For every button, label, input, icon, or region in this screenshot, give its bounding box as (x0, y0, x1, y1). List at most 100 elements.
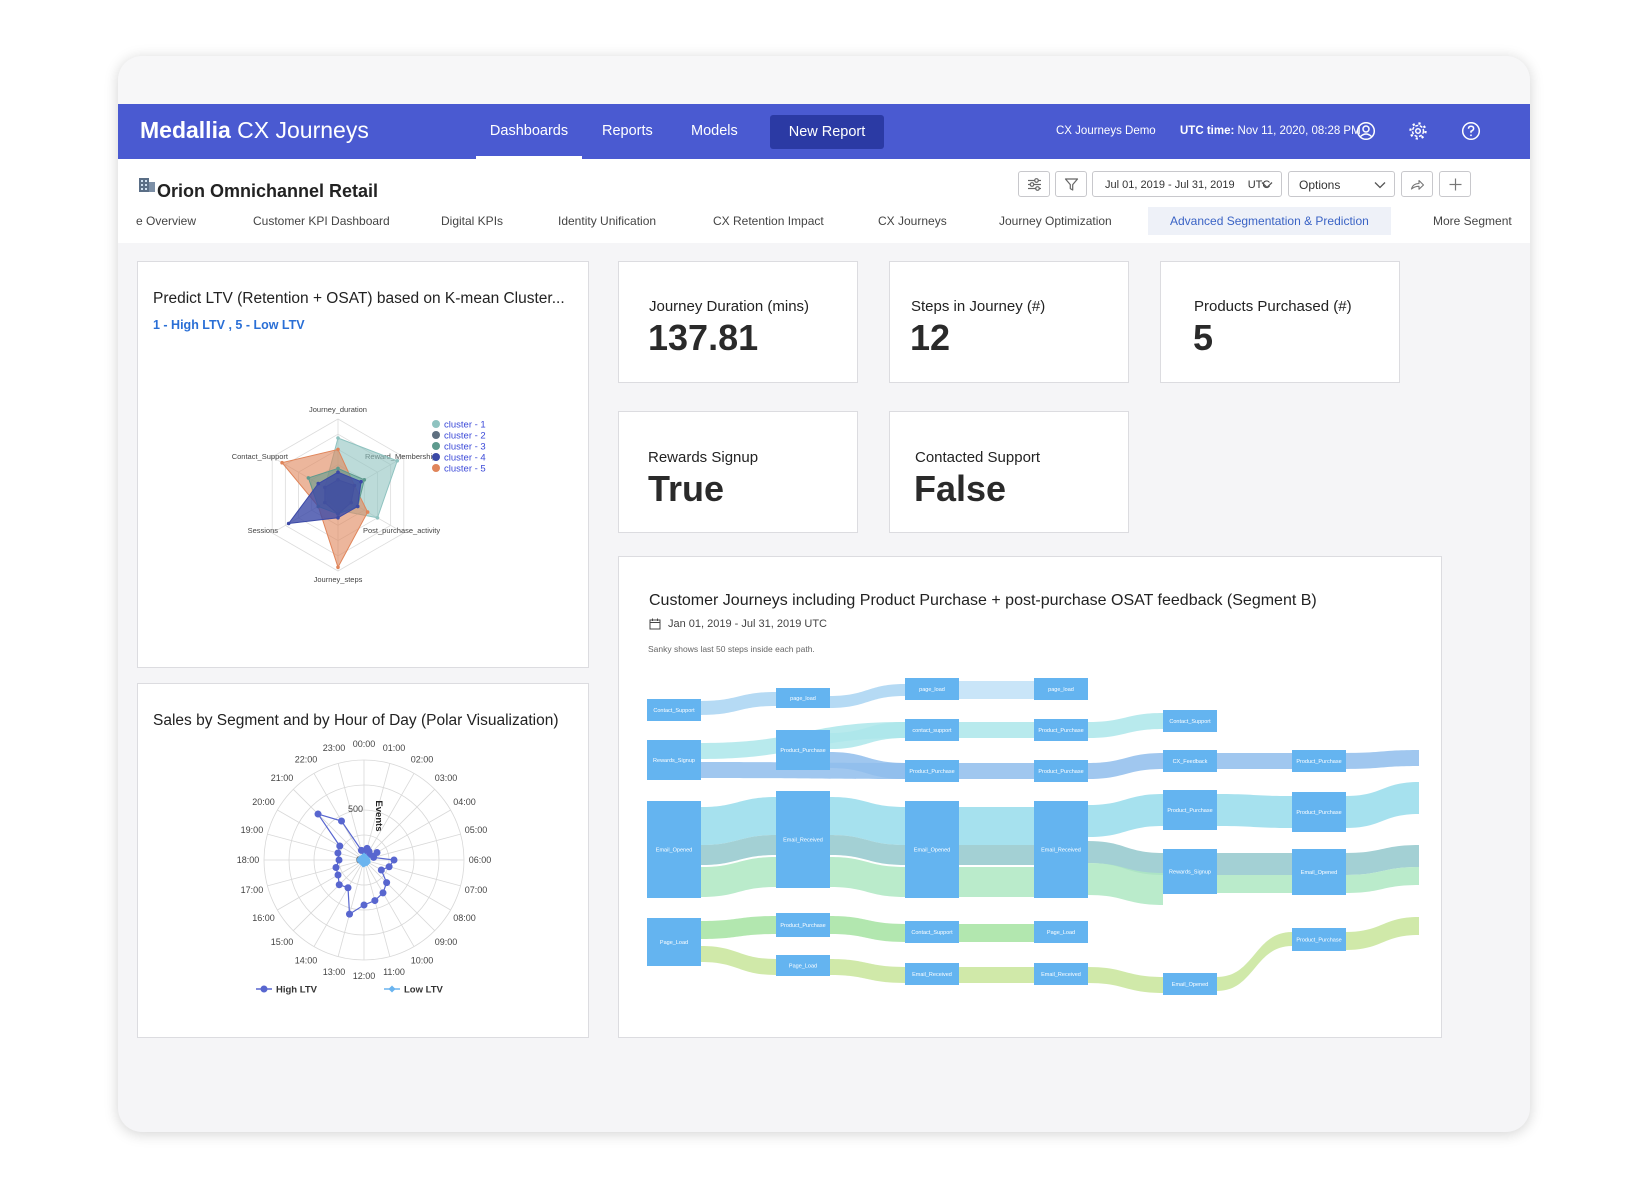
polar-point (334, 849, 342, 857)
sankey-node (905, 921, 959, 943)
sliders-icon (1028, 178, 1041, 191)
sankey-link (1217, 875, 1292, 893)
nav-models[interactable]: Models (691, 123, 738, 139)
sankey-link (1088, 713, 1163, 738)
polar-spoke (267, 833, 365, 861)
tab-digital-kpis[interactable]: Digital KPIs (441, 214, 504, 228)
polar-legend-label: Low LTV (404, 985, 444, 996)
nav-dashboards[interactable]: Dashboards (476, 104, 582, 159)
options-label: Options (1299, 178, 1341, 192)
sankey-node (1292, 928, 1346, 951)
polar-spoke (313, 859, 365, 947)
sankey-link (830, 752, 905, 779)
sankey-node-label: page_load (1048, 687, 1074, 693)
radar-axis-label: Journey_duration (309, 405, 367, 414)
sankey-node (1292, 849, 1346, 895)
polar-spoke (277, 859, 365, 911)
sankey-node (647, 699, 701, 721)
sankey-node-label: Email_Opened (1172, 982, 1208, 988)
sankey-node (776, 688, 830, 708)
sankey-note: Sanky shows last 50 steps inside each pa… (648, 644, 815, 654)
polar-hour-label: 14:00 (295, 955, 318, 965)
sankey-link (830, 916, 905, 942)
add-button[interactable] (1439, 171, 1471, 197)
sankey-node (1034, 719, 1088, 741)
sankey-node-label: page_load (790, 696, 816, 702)
tab-more-segment[interactable]: More Segment (1433, 214, 1512, 228)
calendar-icon (649, 618, 661, 630)
utc-time: UTC time: Nov 11, 2020, 08:28 PM (1180, 125, 1361, 137)
sankey-node-label: Product_Purchase (1038, 769, 1083, 775)
account-name[interactable]: CX Journeys Demo (1056, 125, 1156, 137)
polar-hour-label: 13:00 (323, 967, 346, 977)
polar-spoke (313, 773, 365, 861)
gear-icon[interactable] (1408, 121, 1428, 141)
sankey-node-label: Email_Opened (914, 848, 950, 854)
sankey-card-title: Customer Journeys including Product Purc… (649, 592, 1317, 609)
sankey-node-label: Product_Purchase (1038, 728, 1083, 734)
sankey-link (1346, 845, 1419, 875)
polar-card-title: Sales by Segment and by Hour of Day (Pol… (153, 712, 559, 729)
sankey-node (1034, 678, 1088, 700)
sankey-link (701, 692, 776, 715)
kpi-label: Products Purchased (#) (1194, 298, 1352, 315)
sankey-node (1163, 790, 1217, 830)
date-range-picker[interactable]: Jul 01, 2019 - Jul 31, 2019 UTC (1092, 171, 1282, 197)
polar-hour-label: 17:00 (241, 885, 264, 895)
radar-axis-label: Post_purchase_activity (363, 526, 440, 535)
radar-point (316, 481, 321, 486)
kpi-label: Rewards Signup (648, 449, 759, 466)
kpi-label: Steps in Journey (#) (911, 298, 1046, 315)
sankey-link (1346, 867, 1419, 893)
polar-spoke (363, 859, 461, 887)
polar-spoke (363, 859, 415, 947)
tab-journey-optimization[interactable]: Journey Optimization (999, 214, 1112, 228)
polar-spoke (363, 789, 435, 861)
polar-hour-label: 15:00 (271, 937, 294, 947)
filter-button[interactable] (1055, 171, 1087, 197)
sankey-node (1163, 710, 1217, 732)
filter-settings-button[interactable] (1018, 171, 1050, 197)
polar-spoke (293, 859, 365, 931)
sankey-node-label: Page_Load (789, 964, 817, 970)
radar-legend-label: cluster - 2 (444, 431, 486, 442)
polar-point (346, 910, 354, 918)
polar-legend-label: High LTV (276, 985, 318, 996)
radar-card-title: Predict LTV (Retention + OSAT) based on … (153, 290, 565, 307)
sankey-node-label: Contact_Support (653, 708, 695, 714)
options-dropdown[interactable]: Options (1288, 171, 1395, 197)
sankey-node-label: Email_Opened (656, 848, 692, 854)
share-button[interactable] (1401, 171, 1433, 197)
sankey-link (959, 763, 1034, 779)
kpi-value: 137.81 (648, 317, 759, 358)
polar-hour-label: 20:00 (252, 797, 275, 807)
new-report-button[interactable]: New Report (770, 115, 884, 149)
help-icon[interactable] (1461, 121, 1481, 141)
radar-legend-label: cluster - 3 (444, 442, 486, 453)
radar-axis-label: Journey_steps (314, 575, 363, 584)
nav-reports[interactable]: Reports (602, 123, 653, 139)
sankey-link (830, 722, 905, 749)
tab-customer-kpi[interactable]: Customer KPI Dashboard (253, 214, 390, 228)
tab-identity-unification[interactable]: Identity Unification (558, 214, 657, 228)
tab-cx-retention[interactable]: CX Retention Impact (713, 214, 824, 228)
sankey-link (701, 916, 776, 939)
sankey-node-label: Product_Purchase (1296, 810, 1341, 816)
radar-point (355, 504, 360, 509)
sankey-link (1217, 794, 1292, 828)
sankey-link (1346, 782, 1419, 828)
tab-cx-journeys[interactable]: CX Journeys (878, 214, 947, 228)
sankey-link (959, 845, 1034, 865)
sankey-link (1346, 750, 1419, 769)
radar-legend-label: cluster - 1 (444, 420, 486, 431)
chevron-down-icon (1261, 182, 1273, 189)
radar-point (336, 516, 340, 520)
tab-overview[interactable]: e Overview (136, 214, 197, 228)
brand-logo[interactable]: Medallia CX Journeys (140, 117, 369, 143)
kpi-value: 12 (910, 317, 951, 358)
chevron-down-icon (1374, 182, 1386, 189)
tab-advanced-segmentation[interactable]: Advanced Segmentation & Prediction (1148, 207, 1391, 235)
user-icon[interactable] (1356, 121, 1376, 141)
polar-spoke (337, 859, 365, 957)
plus-icon (1449, 178, 1462, 191)
